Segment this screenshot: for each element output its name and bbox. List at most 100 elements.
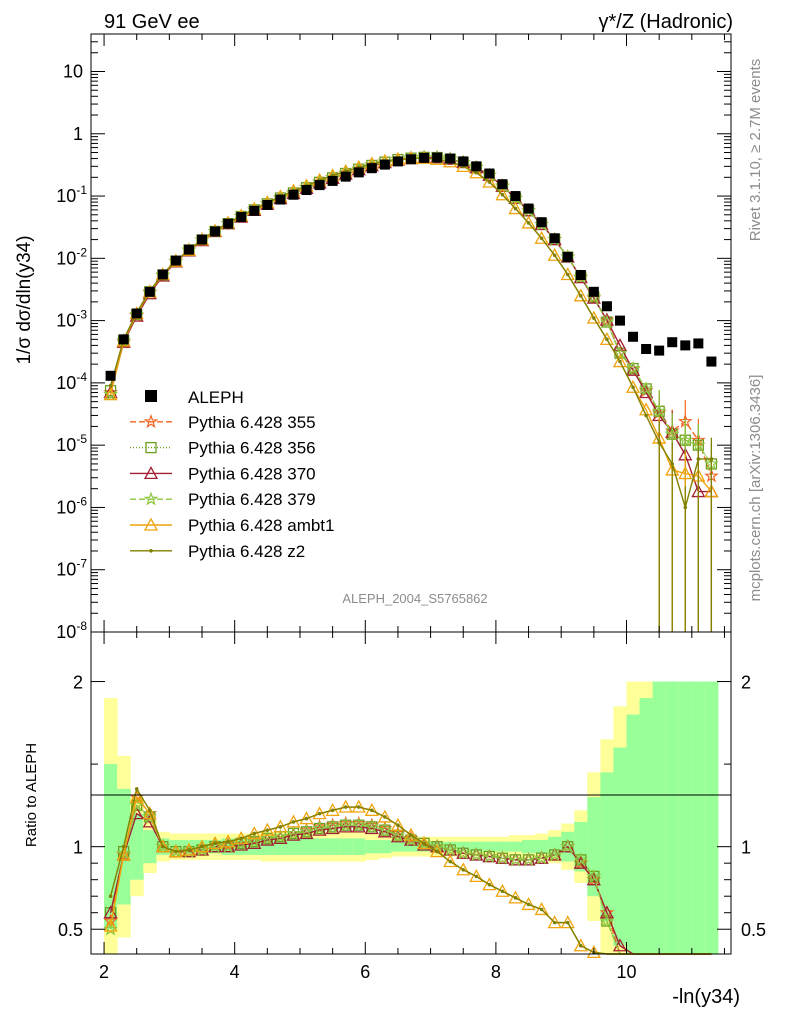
band-stat-bin bbox=[104, 764, 118, 930]
series-marker bbox=[644, 413, 648, 418]
ratio-uncertainty-bands bbox=[104, 681, 719, 954]
series-marker bbox=[539, 907, 544, 912]
series-marker bbox=[578, 943, 583, 948]
aleph-data-point bbox=[157, 269, 168, 280]
series-marker bbox=[364, 819, 380, 834]
band-stat-bin bbox=[522, 840, 536, 854]
band-stat-bin bbox=[365, 840, 379, 854]
legend-label: Pythia 6.428 379 bbox=[188, 490, 316, 509]
series-marker bbox=[586, 868, 602, 883]
series-line-ratio bbox=[109, 795, 712, 955]
x-tick-label: 10 bbox=[616, 962, 636, 982]
band-stat-bin bbox=[286, 838, 301, 855]
series-marker bbox=[291, 820, 296, 824]
series-marker bbox=[573, 855, 589, 870]
y-tick-label-main: 1 bbox=[73, 124, 83, 144]
aleph-data-point bbox=[327, 175, 338, 186]
aleph-data-point bbox=[575, 269, 586, 280]
x-tick-label: 2 bbox=[99, 962, 109, 982]
legend-label: Pythia 6.428 ambt1 bbox=[188, 516, 334, 535]
aleph-data-point bbox=[588, 286, 599, 297]
y-tick-label-ratio-right: 1 bbox=[741, 838, 751, 858]
series-marker bbox=[338, 815, 354, 830]
aleph-data-point bbox=[105, 370, 116, 381]
aleph-data-point bbox=[471, 161, 482, 172]
series-marker bbox=[103, 386, 119, 401]
series-marker bbox=[422, 841, 426, 846]
y-tick-label-ratio: 1 bbox=[73, 838, 83, 858]
series-marker bbox=[443, 854, 458, 868]
series-marker bbox=[356, 805, 361, 809]
series-marker bbox=[108, 894, 113, 899]
series-marker bbox=[278, 825, 283, 829]
series-marker bbox=[599, 913, 615, 928]
aleph-data-point bbox=[392, 156, 403, 167]
x-axis-label: -ln(y34) bbox=[672, 986, 740, 1008]
series-marker bbox=[573, 288, 588, 302]
y-tick-label-main: 10-1 bbox=[56, 183, 87, 206]
series-marker bbox=[143, 413, 159, 429]
series-marker bbox=[448, 859, 452, 864]
y-tick-label-main: 10 bbox=[63, 61, 83, 81]
band-stat-bin bbox=[495, 841, 510, 852]
aleph-data-point bbox=[301, 185, 312, 196]
aleph-data-point bbox=[667, 337, 678, 348]
y-tick-label-main: 10-3 bbox=[56, 308, 87, 331]
x-tick-label: 8 bbox=[491, 962, 501, 982]
band-stat-bin bbox=[443, 841, 458, 852]
series-marker bbox=[390, 827, 406, 842]
aleph-data-point bbox=[275, 194, 286, 205]
aleph-data-point bbox=[562, 252, 573, 263]
aleph-data-point bbox=[641, 344, 652, 355]
band-stat-bin bbox=[299, 838, 314, 855]
band-stat-bin bbox=[508, 841, 523, 852]
aleph-data-point bbox=[484, 168, 495, 179]
y-tick-label-main: 10-5 bbox=[56, 432, 87, 455]
series-marker bbox=[145, 441, 157, 454]
header-left: 91 GeV ee bbox=[104, 11, 200, 33]
aleph-data-point bbox=[523, 203, 534, 214]
band-stat-bin bbox=[665, 681, 680, 954]
series-marker bbox=[526, 902, 531, 907]
series-marker bbox=[370, 808, 374, 813]
series-marker bbox=[161, 844, 165, 849]
series-marker bbox=[390, 817, 406, 831]
band-stat-bin bbox=[391, 841, 405, 852]
aleph-data-point bbox=[340, 171, 351, 182]
axis-ticks: 2 4 6 8 10 10 1 10-1 10-2 10-3 10-4 10-5 10-6 10-7 10-… bbox=[56, 34, 766, 982]
aleph-data-point bbox=[536, 217, 547, 228]
series-marker bbox=[612, 354, 628, 368]
y-tick-label-main: 10-6 bbox=[56, 494, 87, 517]
aleph-data-point bbox=[497, 179, 508, 190]
band-stat-bin bbox=[326, 838, 340, 855]
aleph-data-point bbox=[549, 233, 560, 244]
aleph-data-point bbox=[131, 308, 142, 319]
series-marker bbox=[272, 828, 288, 844]
series-marker bbox=[181, 843, 197, 858]
series-marker bbox=[143, 466, 159, 480]
series-marker bbox=[351, 817, 367, 832]
aleph-data-point bbox=[614, 315, 625, 326]
series-marker bbox=[534, 230, 549, 244]
series-marker bbox=[239, 836, 244, 841]
series-marker bbox=[552, 253, 557, 258]
band-stat-bin bbox=[626, 714, 641, 954]
series-marker bbox=[521, 897, 536, 911]
series-marker bbox=[534, 850, 550, 865]
y-tick-label-ratio-right: 2 bbox=[741, 673, 751, 693]
series-marker bbox=[143, 517, 159, 531]
aleph-data-point bbox=[406, 154, 416, 165]
series-marker bbox=[565, 272, 570, 277]
aleph-data-point bbox=[693, 338, 704, 349]
series-marker bbox=[246, 833, 262, 849]
band-stat-bin bbox=[652, 681, 667, 954]
analysis-watermark: ALEPH_2004_S5765862 bbox=[342, 591, 487, 606]
series-marker bbox=[317, 811, 322, 816]
series-marker bbox=[338, 817, 354, 832]
aleph-data-point bbox=[628, 331, 639, 342]
series-marker bbox=[149, 549, 153, 553]
series-marker bbox=[390, 825, 406, 840]
aleph-data-point bbox=[654, 345, 665, 356]
series-marker bbox=[513, 896, 518, 900]
series-marker bbox=[351, 815, 367, 830]
